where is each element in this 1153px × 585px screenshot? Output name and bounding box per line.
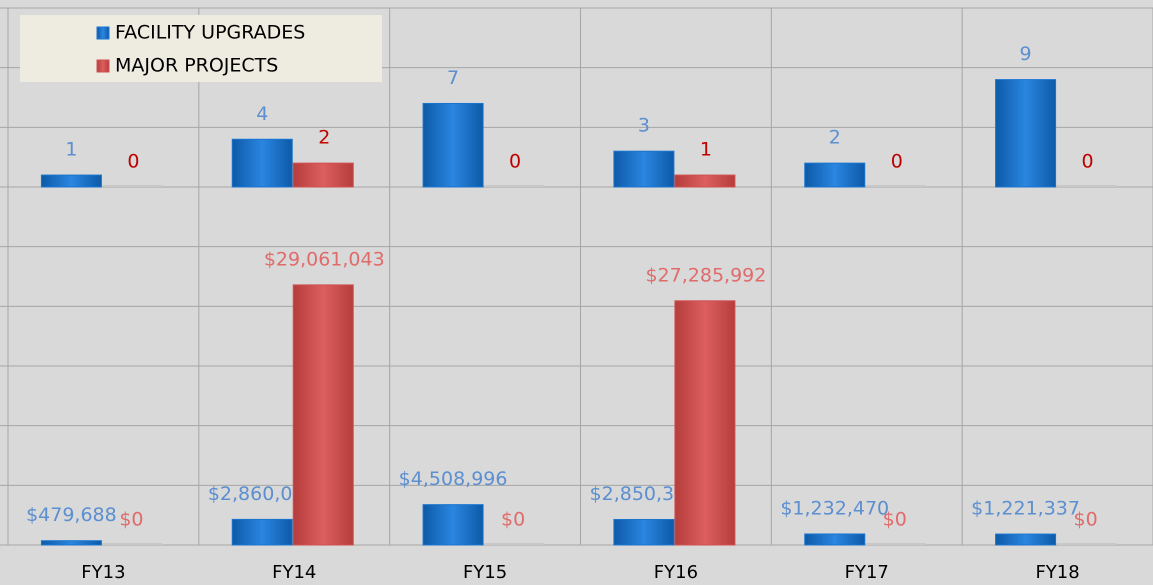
data-label: 1 xyxy=(65,139,77,161)
bar xyxy=(40,540,102,546)
bar xyxy=(231,518,293,546)
x-tick-label: FY13 xyxy=(81,562,125,583)
bar xyxy=(422,102,484,188)
bar xyxy=(995,79,1057,188)
legend-swatch xyxy=(96,59,110,73)
data-label: 9 xyxy=(1020,43,1032,65)
bar xyxy=(995,533,1057,546)
data-label: 4 xyxy=(256,103,268,125)
legend-swatch xyxy=(96,26,110,40)
bar-floor xyxy=(865,185,926,187)
x-tick-label: FY16 xyxy=(654,562,698,583)
data-label: $29,061,043 xyxy=(264,248,385,270)
data-label: $479,688 xyxy=(26,504,117,526)
bar-floor xyxy=(865,543,926,545)
legend-label: MAJOR PROJECTS xyxy=(115,55,278,77)
bar-floor xyxy=(1056,543,1117,545)
bar xyxy=(231,138,293,188)
bar xyxy=(292,284,354,546)
bar xyxy=(674,174,736,188)
data-label: $1,221,337 xyxy=(971,498,1080,520)
grid xyxy=(0,7,1153,546)
bar xyxy=(804,533,866,546)
data-label: 1 xyxy=(700,139,712,161)
bar-floor xyxy=(102,185,163,187)
data-label: 2 xyxy=(318,127,330,149)
data-label: 0 xyxy=(509,151,521,173)
bar-floor xyxy=(484,185,545,187)
bar xyxy=(804,162,866,188)
bar xyxy=(613,518,675,546)
data-label: $0 xyxy=(1073,509,1097,531)
x-tick-label: FY17 xyxy=(845,562,889,583)
data-label: 0 xyxy=(1082,151,1094,173)
bar-floor xyxy=(102,543,163,545)
bar xyxy=(674,300,736,546)
data-label: $4,508,996 xyxy=(399,468,508,490)
legend-box xyxy=(20,15,382,82)
x-tick-label: FY18 xyxy=(1035,562,1079,583)
data-label: $2,850,386 xyxy=(590,483,699,505)
data-label: 3 xyxy=(638,115,650,137)
data-label: $0 xyxy=(501,509,525,531)
data-label: 7 xyxy=(447,67,459,89)
marks: FY13 FY14 FY15 FY16 FY17 FY18 1 4 7 3 2 9 0 2 0 1 0 0 $479… xyxy=(26,43,1117,583)
data-label: $27,285,992 xyxy=(645,264,766,286)
legend: FACILITY UPGRADES MAJOR PROJECTS xyxy=(20,15,382,82)
bar xyxy=(422,504,484,546)
bar xyxy=(292,162,354,188)
data-label: $0 xyxy=(883,509,907,531)
legend-label: FACILITY UPGRADES xyxy=(115,22,305,44)
data-label: 2 xyxy=(829,127,841,149)
x-tick-label: FY15 xyxy=(463,562,507,583)
data-label: 0 xyxy=(891,151,903,173)
bar xyxy=(613,150,675,188)
bar xyxy=(40,174,102,188)
bar-floor xyxy=(484,543,545,545)
x-tick-label: FY14 xyxy=(272,562,316,583)
data-label: 0 xyxy=(127,151,139,173)
data-label: $2,860,049 xyxy=(208,483,317,505)
data-label: $0 xyxy=(119,509,143,531)
bar-floor xyxy=(1056,185,1117,187)
data-label: $1,232,470 xyxy=(780,497,889,519)
